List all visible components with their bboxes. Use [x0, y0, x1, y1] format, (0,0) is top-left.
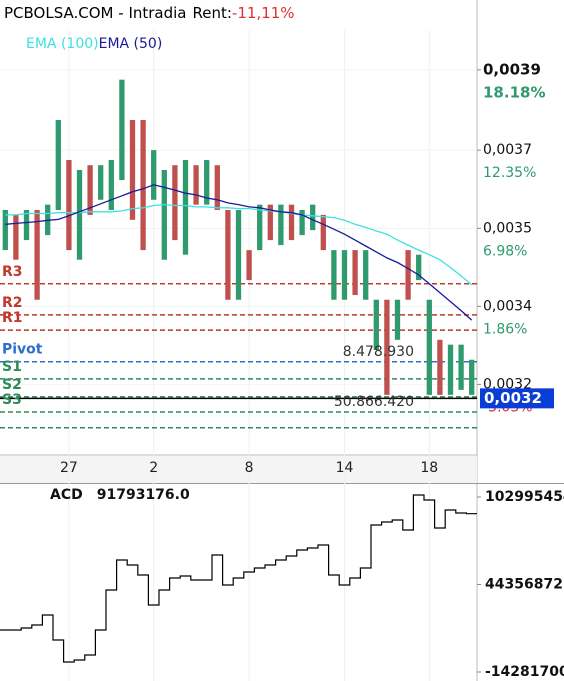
price-bar: [447, 344, 454, 395]
x-tick-label: 27: [60, 460, 78, 476]
price-bar: [310, 204, 316, 231]
y-tick-label: 0,0035: [483, 220, 532, 236]
y-tick-label: 0,0034: [483, 298, 532, 314]
price-bar: [76, 169, 83, 260]
price-bar: [469, 359, 475, 395]
price-bar: [87, 165, 93, 215]
x-tick-label: 14: [336, 460, 354, 476]
price-bar: [394, 299, 401, 340]
price-bar: [405, 250, 411, 300]
last-price-box: [480, 388, 554, 409]
price-bar: [161, 169, 167, 260]
acd-panel: [0, 494, 477, 663]
level-label: R3: [2, 264, 23, 280]
price-bar: [151, 150, 157, 200]
y-pct-label: 6.98%: [483, 243, 527, 259]
y-tick-label: 0,0039: [483, 60, 541, 78]
y-tick-label: 102995454: [485, 489, 564, 505]
price-bar: [129, 119, 136, 220]
price-bar: [437, 339, 443, 395]
level-label: Pivot: [2, 342, 43, 358]
price-bar: [193, 165, 199, 205]
price-bar: [172, 165, 178, 241]
price-bar: [363, 250, 369, 300]
price-bar: [278, 204, 284, 246]
price-bar: [320, 214, 326, 251]
price-bar: [299, 209, 305, 236]
y-tick-label: -14281700: [485, 664, 564, 680]
ema-line: [5, 184, 473, 321]
price-bar: [246, 250, 252, 281]
price-bar: [119, 79, 125, 180]
last-price-label: 0,0032: [484, 389, 542, 407]
price-bar: [182, 160, 189, 255]
price-bar: [426, 299, 432, 395]
price-bar: [352, 250, 358, 296]
price-bar: [2, 209, 8, 251]
change-label: Rent:: [193, 4, 232, 22]
x-tick-label: 2: [149, 460, 158, 476]
price-bar: [458, 344, 464, 390]
price-bar: [341, 250, 348, 300]
y-tick-label: 44356872: [485, 577, 563, 593]
level-label: R1: [2, 310, 23, 326]
price-bar: [288, 204, 295, 241]
title-text: PCBOLSA.COM - Intradia: [4, 4, 187, 22]
x-tick-label: 8: [245, 460, 254, 476]
price-bar: [373, 299, 379, 350]
price-bar: [204, 160, 210, 205]
price-bar: [66, 160, 72, 251]
price-bar: [257, 204, 263, 251]
price-bar: [23, 209, 30, 241]
legend-entry: EMA (100): [26, 36, 99, 52]
x-axis-band: [0, 456, 477, 483]
y-pct-label: 12.35%: [483, 165, 536, 181]
volume-annotation: 50.866.420: [334, 394, 414, 410]
price-bar: [267, 204, 273, 241]
price-bar: [416, 254, 422, 281]
price-bar: [13, 214, 19, 260]
y-pct-label: 18.18%: [483, 83, 545, 101]
price-bar: [225, 209, 231, 300]
level-label: S1: [2, 359, 22, 375]
ema-line: [5, 203, 473, 286]
level-label: S2: [2, 377, 22, 393]
y-tick-label: 0,0037: [483, 142, 532, 158]
title: PCBOLSA.COM - Intradia Rent:-11,11%: [4, 4, 295, 22]
acd-line: [0, 494, 477, 663]
x-tick-label: 18: [420, 460, 438, 476]
price-bar: [55, 119, 61, 210]
price-bar: [384, 299, 390, 395]
price-bar: [331, 250, 337, 300]
indicator-label: ACD: [50, 487, 83, 503]
level-label: R2: [2, 295, 23, 311]
price-bar: [34, 209, 40, 300]
price-panel: [0, 69, 477, 429]
price-bar: [214, 165, 220, 210]
price-bar: [140, 119, 146, 251]
indicator-value: 91793176.0: [97, 487, 190, 503]
price-bar: [98, 165, 104, 200]
y-pct-label: 1.86%: [483, 321, 527, 337]
price-bar: [108, 160, 114, 210]
price-bar: [235, 209, 242, 300]
level-label: S3: [2, 392, 22, 408]
change-value: -11,11%: [232, 4, 295, 22]
legend-entry: EMA (50): [99, 36, 163, 52]
volume-annotation: 8.478.930: [343, 344, 414, 360]
